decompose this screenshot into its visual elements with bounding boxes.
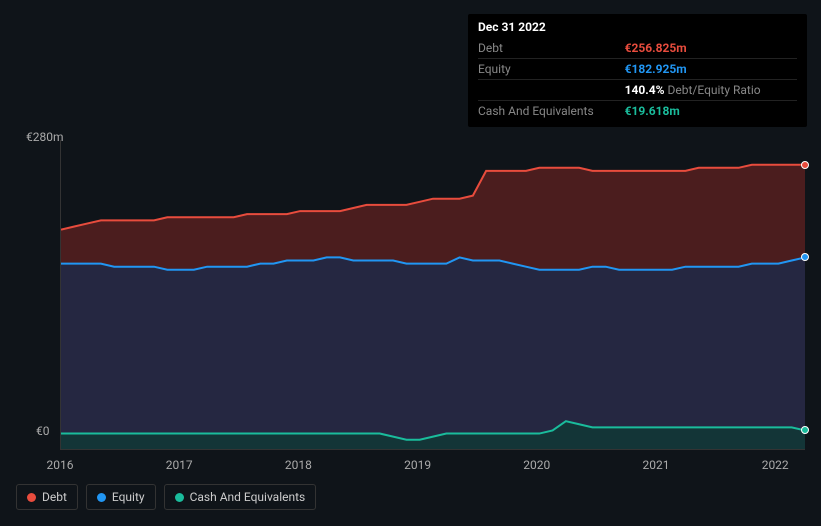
tooltip-ratio-label: Debt/Equity Ratio bbox=[668, 83, 761, 97]
x-axis-labels: 2016201720182019202020212022 bbox=[60, 458, 805, 474]
x-axis-tick: 2018 bbox=[285, 458, 312, 472]
circle-icon bbox=[97, 493, 106, 502]
series-end-dot bbox=[801, 161, 809, 169]
x-axis-tick: 2019 bbox=[404, 458, 431, 472]
series-end-dot bbox=[801, 253, 809, 261]
chart-area[interactable]: €280m €0 bbox=[16, 118, 805, 450]
legend: Debt Equity Cash And Equivalents bbox=[16, 484, 316, 510]
x-axis-tick: 2022 bbox=[762, 458, 789, 472]
legend-item-equity[interactable]: Equity bbox=[86, 484, 156, 510]
legend-item-debt[interactable]: Debt bbox=[16, 484, 78, 510]
x-axis-tick: 2016 bbox=[47, 458, 74, 472]
legend-label-debt: Debt bbox=[42, 490, 67, 504]
tooltip-ratio: 140.4% Debt/Equity Ratio bbox=[625, 80, 797, 101]
circle-icon bbox=[27, 493, 36, 502]
tooltip-ratio-value: 140.4% bbox=[625, 83, 665, 97]
x-axis-tick: 2020 bbox=[523, 458, 550, 472]
circle-icon bbox=[175, 493, 184, 502]
y-axis-label-top: €280m bbox=[26, 130, 64, 144]
tooltip-equity-value: €182.925m bbox=[625, 59, 797, 80]
tooltip-table: Debt €256.825m Equity €182.925m 140.4% D… bbox=[478, 38, 797, 121]
legend-label-equity: Equity bbox=[112, 490, 145, 504]
tooltip-debt-label: Debt bbox=[478, 38, 625, 59]
legend-label-cash: Cash And Equivalents bbox=[190, 490, 306, 504]
tooltip-equity-label: Equity bbox=[478, 59, 625, 80]
tooltip-panel: Dec 31 2022 Debt €256.825m Equity €182.9… bbox=[468, 14, 807, 127]
plot-svg bbox=[61, 140, 805, 449]
series-end-dot bbox=[801, 426, 809, 434]
tooltip-debt-value: €256.825m bbox=[625, 38, 797, 59]
x-axis-tick: 2021 bbox=[643, 458, 670, 472]
x-axis-tick: 2017 bbox=[166, 458, 193, 472]
y-axis-label-bottom: €0 bbox=[36, 424, 50, 438]
tooltip-date: Dec 31 2022 bbox=[478, 20, 797, 38]
plot-region[interactable] bbox=[60, 140, 805, 450]
legend-item-cash[interactable]: Cash And Equivalents bbox=[164, 484, 317, 510]
